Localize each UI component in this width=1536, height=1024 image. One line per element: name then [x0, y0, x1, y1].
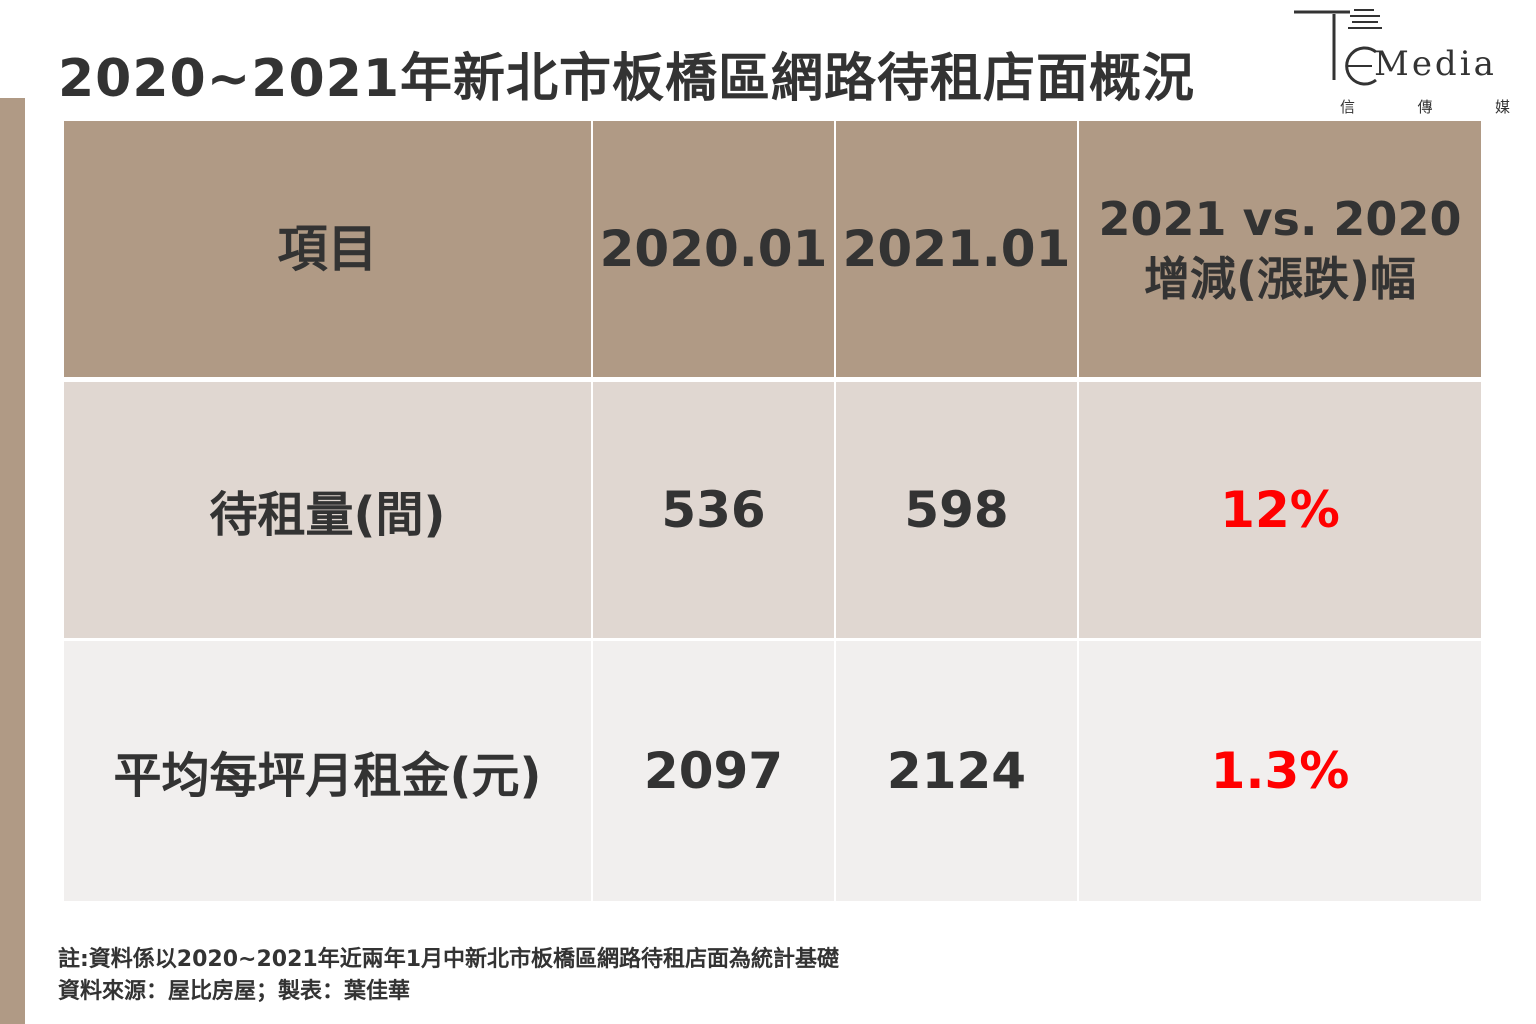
logo-word: Media: [1374, 44, 1497, 84]
header-change: 2021 vs. 2020 增減(漲跌)幅: [1077, 121, 1481, 380]
row-label: 平均每坪月租金(元): [64, 638, 593, 901]
value-change: 12%: [1077, 377, 1481, 640]
header-change-line1: 2021 vs. 2020: [1098, 192, 1462, 246]
logo-subtitle-char: 信: [1340, 98, 1356, 116]
value-change: 1.3%: [1077, 638, 1481, 901]
value-2020: 536: [591, 377, 836, 640]
table-header-row: 項目 2020.01 2021.01 2021 vs. 2020 增減(漲跌)幅: [64, 121, 1481, 380]
logo-subtitle-char: 傳: [1417, 98, 1433, 116]
footnote: 註:資料係以2020~2021年近兩年1月中新北市板橋區網路待租店面為統計基礎 …: [58, 944, 839, 1008]
table-row: 平均每坪月租金(元) 2097 2124 1.3%: [64, 638, 1481, 901]
header-2020: 2020.01: [591, 121, 836, 380]
table-row: 待租量(間) 536 598 12%: [64, 377, 1481, 640]
footnote-line: 註:資料係以2020~2021年近兩年1月中新北市板橋區網路待租店面為統計基礎: [58, 947, 840, 972]
header-2021: 2021.01: [834, 121, 1079, 380]
row-label: 待租量(間): [64, 377, 593, 640]
logo-subtitle: 信 傳 媒: [1340, 96, 1510, 117]
header-change-line2: 增減(漲跌)幅: [1143, 252, 1417, 306]
value-2020: 2097: [591, 638, 836, 901]
page-title: 2020~2021年新北市板橋區網路待租店面概況: [58, 49, 1196, 109]
value-2021: 2124: [834, 638, 1079, 901]
rental-summary-table: 項目 2020.01 2021.01 2021 vs. 2020 增減(漲跌)幅…: [64, 121, 1481, 901]
header-item: 項目: [64, 121, 593, 380]
side-accent-bar: [0, 98, 25, 1024]
logo-mark-icon: [1294, 9, 1382, 86]
value-2021: 598: [834, 377, 1079, 640]
logo: Media 信 傳 媒: [1290, 4, 1530, 120]
logo-subtitle-char: 媒: [1494, 98, 1510, 116]
source-line: 資料來源：屋比房屋；製表：葉佳華: [58, 979, 411, 1004]
